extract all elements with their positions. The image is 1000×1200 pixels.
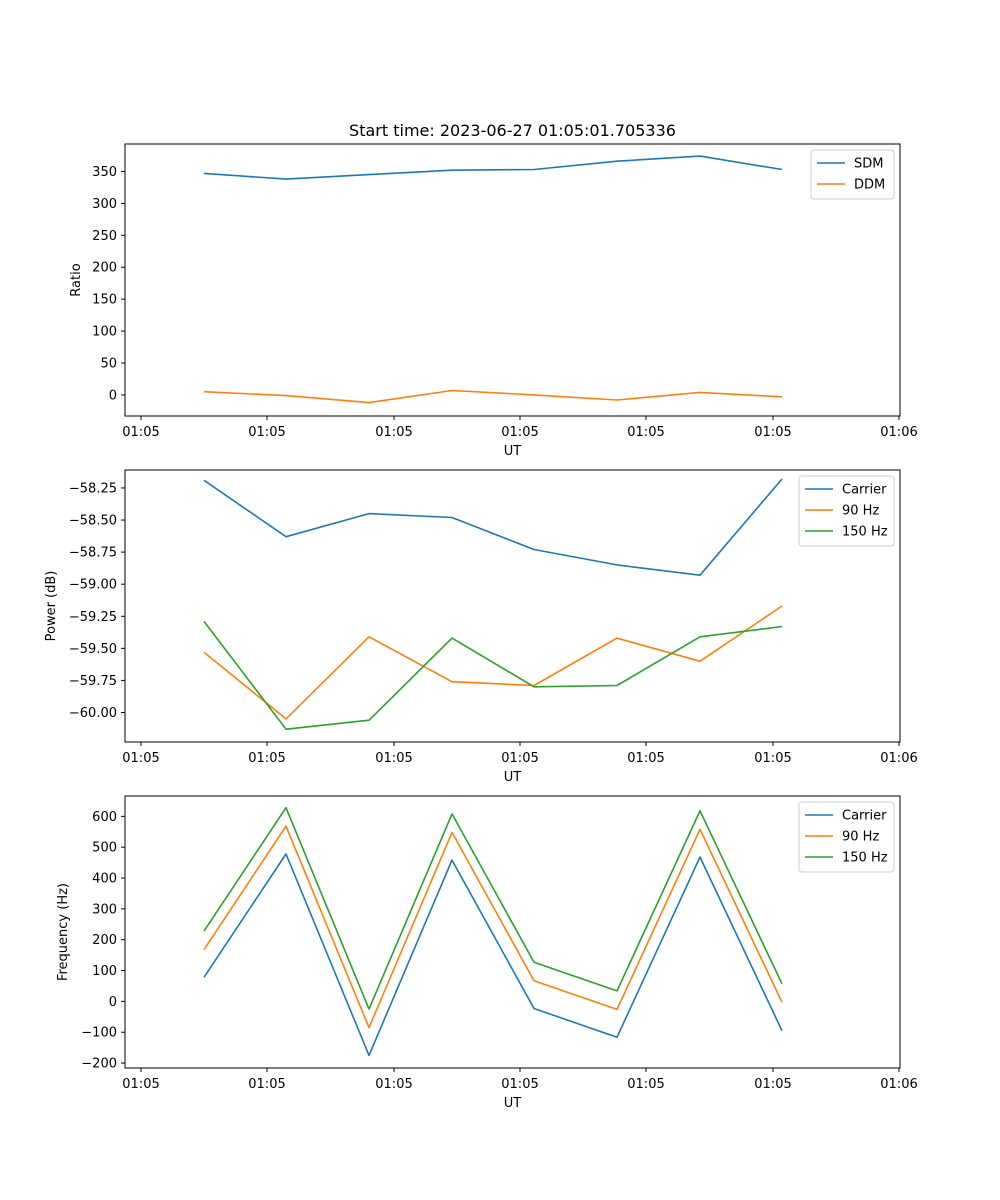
x-tick-label: 01:05 xyxy=(754,425,791,440)
x-tick-label: 01:05 xyxy=(754,751,791,766)
series-line-150-hz xyxy=(203,620,783,731)
x-tick-label: 01:06 xyxy=(880,425,917,440)
y-tick-label: −100 xyxy=(81,1026,117,1041)
x-tick-label: 01:05 xyxy=(248,1077,285,1092)
legend-label: 150 Hz xyxy=(842,525,888,540)
series-line-carrier xyxy=(203,853,783,1057)
y-tick-label: −58.75 xyxy=(69,546,117,561)
legend: SDM DDM xyxy=(810,149,895,200)
y-tick-label: 100 xyxy=(92,964,117,979)
x-tick-label: 01:05 xyxy=(627,1077,664,1092)
y-tick-label: −58.25 xyxy=(69,481,117,496)
subplot-1: 01:05 01:05 01:05 01:05 01:05 01:05 01:06 0 50 10… xyxy=(69,121,918,459)
y-tick-label: 50 xyxy=(100,357,117,372)
legend-label: 150 Hz xyxy=(842,851,888,866)
x-tick-label: 01:05 xyxy=(122,1077,159,1092)
series-line-90-hz xyxy=(203,825,783,1029)
y-tick-label: −58.50 xyxy=(69,514,117,529)
legend-label: Carrier xyxy=(842,809,887,824)
x-tick-label: 01:05 xyxy=(375,751,412,766)
legend: Carrier 90 Hz 150 Hz xyxy=(798,475,895,547)
x-axis-label: UT xyxy=(504,1096,522,1111)
series-line-carrier xyxy=(203,478,783,577)
legend-label: 90 Hz xyxy=(842,504,879,519)
x-axis-label: UT xyxy=(504,770,522,785)
y-tick-label: 500 xyxy=(92,841,117,856)
y-tick-label: −60.00 xyxy=(69,706,117,721)
legend-label: 90 Hz xyxy=(842,830,879,845)
y-axis-label: Ratio xyxy=(69,263,84,296)
legend-label: Carrier xyxy=(842,483,887,498)
x-tick-label: 01:05 xyxy=(375,1077,412,1092)
series-line-ddm xyxy=(203,389,783,404)
y-axis-label: Power (dB) xyxy=(44,571,59,642)
y-tick-label: −59.75 xyxy=(69,674,117,689)
y-tick-label: −59.50 xyxy=(69,642,117,657)
x-tick-label: 01:05 xyxy=(248,751,285,766)
x-tick-label: 01:05 xyxy=(627,425,664,440)
series-line-sdm xyxy=(203,155,783,180)
legend-box xyxy=(798,801,895,873)
legend: Carrier 90 Hz 150 Hz xyxy=(798,801,895,873)
legend-label: DDM xyxy=(854,178,885,193)
subplot-2: 01:05 01:05 01:05 01:05 01:05 01:05 01:06 −60.0… xyxy=(44,469,918,785)
y-axis-label: Frequency (Hz) xyxy=(56,883,71,981)
x-tick-label: 01:05 xyxy=(375,425,412,440)
x-tick-label: 01:05 xyxy=(501,1077,538,1092)
x-axis-label: UT xyxy=(504,444,522,459)
x-tick-label: 01:05 xyxy=(627,751,664,766)
x-tick-label: 01:05 xyxy=(248,425,285,440)
y-tick-label: 300 xyxy=(92,197,117,212)
y-tick-label: −200 xyxy=(81,1057,117,1072)
x-tick-label: 01:05 xyxy=(754,1077,791,1092)
y-tick-label: 350 xyxy=(92,165,117,180)
y-tick-label: 400 xyxy=(92,872,117,887)
y-tick-label: 600 xyxy=(92,810,117,825)
y-tick-label: 300 xyxy=(92,902,117,917)
series-line-90-hz xyxy=(203,605,783,720)
y-tick-label: −59.00 xyxy=(69,578,117,593)
x-tick-label: 01:06 xyxy=(880,751,917,766)
x-tick-label: 01:06 xyxy=(880,1077,917,1092)
axes-frame xyxy=(124,143,901,417)
chart-title: Start time: 2023-06-27 01:05:01.705336 xyxy=(349,121,676,140)
legend-label: SDM xyxy=(854,157,883,172)
axes-frame xyxy=(124,795,901,1069)
x-tick-label: 01:05 xyxy=(122,425,159,440)
y-tick-label: 150 xyxy=(92,293,117,308)
x-tick-label: 01:05 xyxy=(501,425,538,440)
axes-frame xyxy=(124,469,901,743)
y-tick-label: 100 xyxy=(92,325,117,340)
y-tick-label: 250 xyxy=(92,229,117,244)
x-tick-label: 01:05 xyxy=(501,751,538,766)
series-line-150-hz xyxy=(203,806,783,1010)
y-tick-label: 200 xyxy=(92,933,117,948)
y-tick-label: 0 xyxy=(109,388,117,403)
y-tick-label: 0 xyxy=(109,995,117,1010)
y-tick-label: 200 xyxy=(92,261,117,276)
subplot-3: 01:05 01:05 01:05 01:05 01:05 01:05 01:06 −200 −… xyxy=(56,795,918,1111)
legend-box xyxy=(798,475,895,547)
x-tick-label: 01:05 xyxy=(122,751,159,766)
y-tick-label: −59.25 xyxy=(69,610,117,625)
